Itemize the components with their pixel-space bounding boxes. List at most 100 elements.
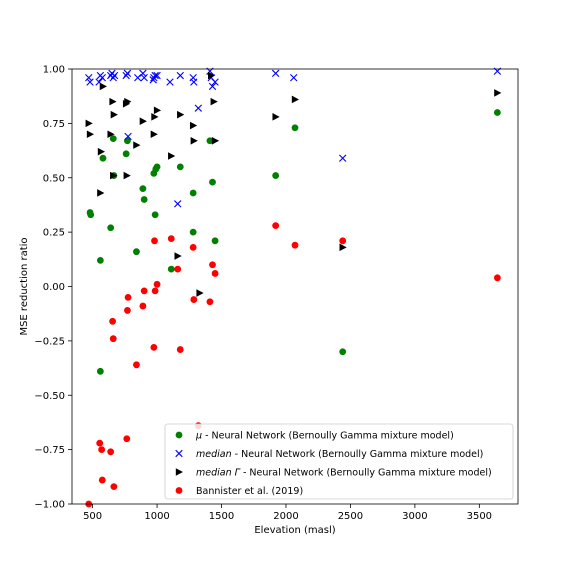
- data-point: [167, 265, 175, 273]
- y-axis-label: MSE reduction ratio: [19, 237, 30, 335]
- data-point: [123, 69, 132, 78]
- data-point: [189, 189, 197, 197]
- data-point: [174, 200, 182, 208]
- data-point: [134, 74, 142, 82]
- data-point: [290, 74, 298, 82]
- data-point: [139, 69, 147, 78]
- data-point: [124, 132, 132, 141]
- data-point: [133, 141, 141, 149]
- series-0: [86, 109, 501, 375]
- x-tick-label: 2500: [338, 511, 363, 522]
- data-point: [339, 237, 347, 245]
- data-point: [494, 89, 502, 97]
- data-point: [168, 152, 176, 160]
- data-point: [176, 163, 184, 171]
- data-point: [189, 243, 197, 251]
- data-point: [177, 110, 185, 119]
- data-point: [86, 78, 94, 86]
- y-tick-label: −0.25: [34, 336, 65, 347]
- y-tick-label: −1.00: [34, 500, 65, 511]
- data-point: [339, 154, 347, 162]
- data-point: [140, 74, 148, 82]
- data-point: [271, 69, 280, 78]
- x-tick-label: 2000: [273, 511, 298, 522]
- data-point: [206, 298, 214, 306]
- data-point: [272, 113, 280, 121]
- plot-frame: [71, 68, 519, 505]
- data-point: [151, 287, 159, 295]
- y-tick-label: 0.00: [43, 282, 65, 293]
- series-2: [85, 71, 502, 297]
- data-point: [339, 348, 347, 356]
- data-point: [107, 448, 115, 456]
- data-point: [124, 307, 131, 314]
- data-point: [151, 113, 159, 121]
- data-point: [107, 130, 115, 139]
- data-point: [196, 289, 204, 297]
- data-point: [124, 293, 132, 301]
- data-point: [272, 172, 280, 179]
- axis-ticks: 500 1000 1500 2000 2500 3000 3500 −1.00 −0.75 −0.…: [34, 65, 492, 523]
- legend-label: μ - Neural Network (Bernoully Gamma mixt…: [195, 431, 454, 442]
- legend: μ - Neural Network (Bernoully Gamma mixt…: [164, 423, 514, 500]
- data-point: [174, 252, 182, 260]
- x-tick-label: 3000: [402, 511, 427, 522]
- y-tick-label: 0.50: [43, 173, 65, 184]
- data-point: [140, 196, 148, 203]
- data-point: [109, 135, 117, 143]
- data-point: [87, 211, 95, 219]
- data-point: [291, 241, 299, 249]
- data-point: [123, 171, 131, 180]
- data-point: [110, 71, 119, 80]
- x-tick-label: 500: [83, 511, 102, 522]
- data-point: [98, 476, 106, 484]
- data-point: [493, 109, 501, 116]
- x-tick-label: 3500: [467, 511, 492, 522]
- data-point: [122, 150, 130, 158]
- data-point: [339, 243, 347, 252]
- data-point: [109, 74, 117, 82]
- data-point: [110, 483, 118, 490]
- y-tick-label: 0.25: [43, 228, 65, 239]
- data-point: [110, 171, 118, 180]
- data-point: [109, 317, 117, 325]
- data-point: [150, 344, 158, 351]
- data-point: [96, 257, 104, 264]
- data-point: [153, 71, 161, 80]
- data-point: [97, 147, 106, 156]
- data-point: [291, 95, 299, 104]
- data-point: [291, 124, 299, 132]
- data-point: [85, 74, 93, 82]
- data-point: [96, 367, 104, 375]
- data-point: [194, 104, 203, 112]
- data-point: [211, 270, 219, 277]
- data-point: [190, 136, 198, 145]
- data-marks: [85, 67, 502, 508]
- data-point: [124, 97, 132, 106]
- legend-marker: [175, 431, 183, 439]
- data-point: [189, 121, 198, 130]
- data-point: [139, 302, 147, 310]
- legend-marker: [175, 468, 183, 476]
- data-point: [122, 71, 130, 80]
- data-point: [139, 117, 147, 125]
- data-point: [99, 82, 107, 91]
- data-point: [110, 110, 118, 119]
- data-point: [209, 261, 216, 269]
- x-axis-label: Elevation (masl): [254, 525, 335, 536]
- data-point: [174, 265, 182, 273]
- data-point: [97, 189, 105, 197]
- data-point: [151, 237, 158, 245]
- data-point: [208, 71, 216, 80]
- data-point: [98, 446, 106, 454]
- data-point: [86, 130, 95, 139]
- data-point: [109, 335, 117, 343]
- data-point: [107, 224, 115, 232]
- series-3: [85, 222, 501, 508]
- data-point: [123, 435, 131, 443]
- data-point: [140, 287, 148, 295]
- legend-marker: [175, 449, 183, 458]
- data-point: [167, 235, 175, 243]
- data-point: [272, 222, 280, 230]
